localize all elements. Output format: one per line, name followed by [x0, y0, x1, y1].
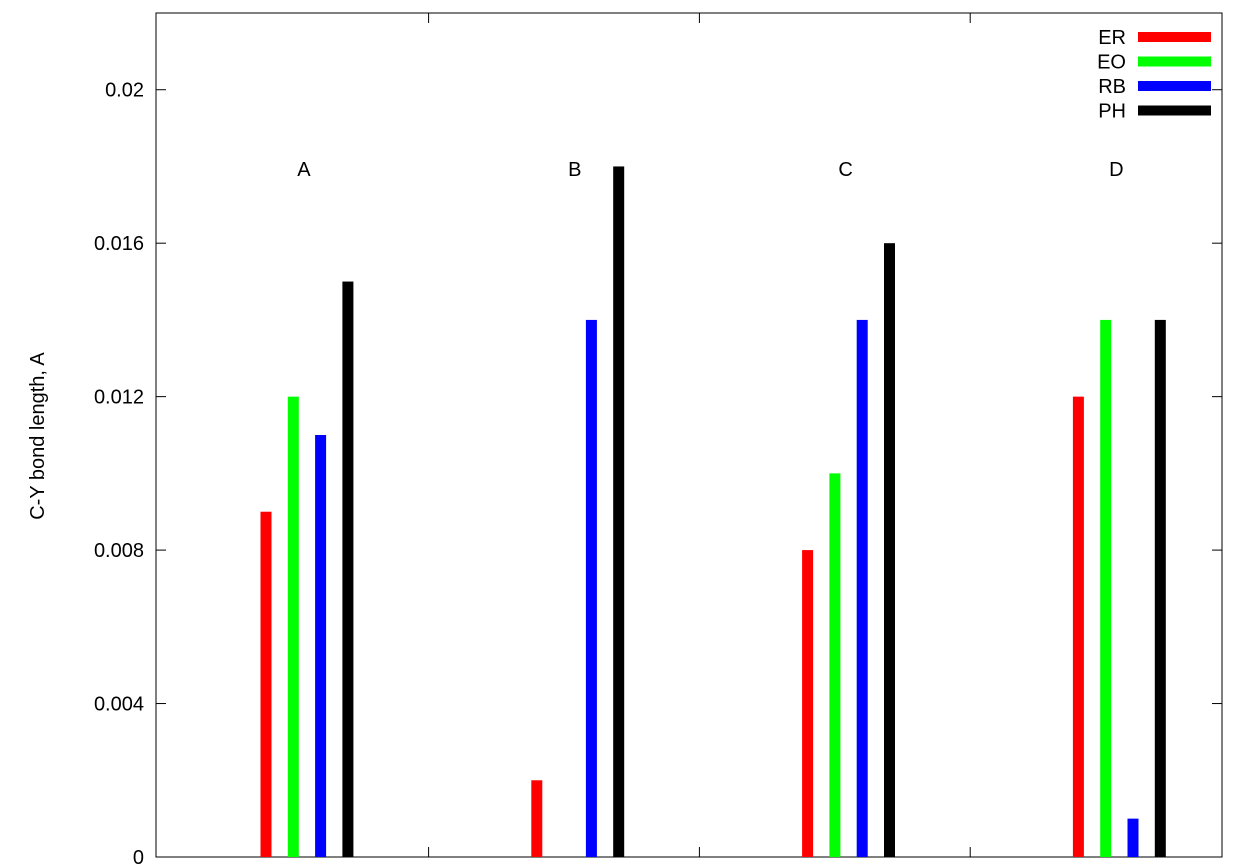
legend-swatch-rb: [1138, 81, 1211, 91]
plot-border: [155, 12, 1223, 858]
x-axis: [428, 13, 971, 857]
category-labels: A B C D: [297, 159, 1123, 181]
bar-rb-d: [1127, 818, 1139, 857]
bar-ph-a: [342, 281, 354, 858]
bar-er-a: [260, 511, 272, 857]
category-label-d: D: [1109, 159, 1123, 181]
category-label-c: C: [838, 159, 852, 181]
legend-label-ph: PH: [1098, 101, 1126, 123]
y-tick-label: 0.004: [94, 694, 144, 716]
y-axis-title: C-Y bond length, A: [27, 352, 49, 520]
bar-eo-c: [829, 473, 841, 857]
bar-rb-b: [585, 319, 597, 858]
y-axis: 0 0.004 0.008 0.012 0.016 0.02: [94, 80, 1222, 867]
legend-swatch-eo: [1138, 56, 1211, 67]
bar-eo-a: [287, 396, 299, 857]
bar-rb-a: [315, 435, 327, 857]
y-tick-label: 0.016: [94, 233, 144, 255]
bar-ph-c: [884, 243, 895, 857]
y-tick-label: 0: [133, 847, 144, 867]
category-label-a: A: [297, 159, 311, 181]
bar-eo-d: [1100, 319, 1112, 858]
bar-er-c: [802, 550, 814, 857]
bar-rb-c: [856, 319, 868, 858]
y-tick-label: 0.012: [94, 387, 144, 409]
plot-frame: [155, 12, 1223, 858]
category-label-b: B: [568, 159, 581, 181]
bar-ph-b: [613, 166, 625, 858]
legend-label-er: ER: [1098, 27, 1126, 49]
bar-er-d: [1072, 396, 1084, 857]
legend-swatch-er: [1138, 32, 1211, 42]
legend-label-rb: RB: [1098, 76, 1126, 98]
bar-ph-d: [1154, 319, 1166, 858]
y-tick-label: 0.02: [105, 80, 144, 102]
bars: [260, 166, 1166, 858]
y-tick-label: 0.008: [94, 540, 144, 562]
legend-swatch-ph: [1138, 105, 1211, 116]
bar-er-b: [531, 780, 543, 857]
legend-label-eo: EO: [1097, 52, 1126, 74]
